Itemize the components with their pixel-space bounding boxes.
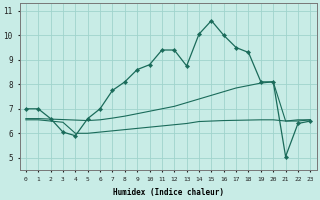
X-axis label: Humidex (Indice chaleur): Humidex (Indice chaleur) [113,188,224,197]
